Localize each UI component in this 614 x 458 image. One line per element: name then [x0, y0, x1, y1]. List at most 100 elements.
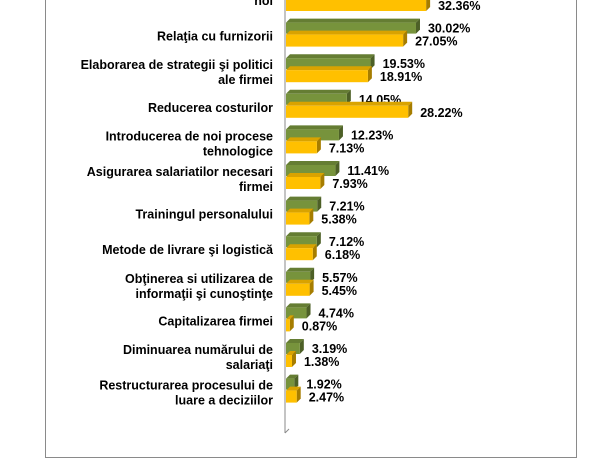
category-label: Asigurarea salariatilor necesari firmei	[87, 165, 273, 194]
bar-green	[286, 58, 371, 70]
bar-top	[286, 315, 294, 320]
bar-green	[286, 271, 311, 283]
bar-green	[286, 93, 347, 105]
bar-top	[286, 196, 322, 201]
category-label: noi	[254, 0, 273, 8]
data-label: 0.87%	[302, 319, 337, 333]
bar-yellow	[286, 105, 409, 118]
data-label: 1.92%	[306, 378, 341, 392]
bar-yellow	[286, 283, 310, 296]
data-label: 27.05%	[415, 35, 457, 49]
data-label: 12.23%	[351, 128, 393, 142]
bar-top	[286, 279, 314, 284]
bar-side	[309, 208, 314, 225]
bar-yellow	[286, 390, 297, 403]
data-label: 6.18%	[325, 248, 360, 262]
bar-top	[286, 18, 420, 23]
bar-side	[296, 386, 301, 403]
bar-side	[294, 374, 299, 390]
bar-green	[286, 236, 317, 248]
data-label: 18.91%	[380, 70, 422, 84]
category-label: Restructurarea procesului de luare a deci…	[99, 379, 273, 408]
bar-side	[289, 315, 294, 332]
bar-green	[286, 22, 416, 34]
bar-side	[403, 30, 408, 47]
bar-side	[370, 54, 375, 70]
bar-side	[320, 173, 325, 189]
bar-top	[286, 173, 325, 177]
data-label: 5.57%	[322, 271, 357, 285]
bar-side	[310, 267, 315, 283]
bar-green	[286, 307, 307, 319]
category-label: Trainingul personalului	[135, 208, 273, 222]
bar-side	[408, 101, 413, 118]
bar-side	[291, 351, 296, 367]
category-label: Reducerea costurilor	[148, 101, 273, 115]
bar-yellow	[286, 34, 404, 47]
bar-side	[306, 303, 311, 319]
category-label: Metode de livrare şi logistică	[102, 243, 274, 257]
data-label: 11.41%	[347, 164, 389, 178]
data-label: 7.12%	[329, 235, 364, 249]
bar-top	[286, 137, 321, 142]
bar-top	[286, 244, 317, 249]
data-label: 5.38%	[321, 213, 356, 227]
bar-yellow	[286, 248, 313, 261]
bar-side	[426, 0, 431, 11]
bar-side	[317, 196, 322, 212]
data-label: 4.74%	[319, 306, 354, 320]
data-label: 28.22%	[420, 106, 462, 120]
bar-top	[286, 339, 304, 343]
bar-side	[415, 18, 420, 34]
data-label: 5.45%	[322, 284, 357, 298]
bar-side	[346, 89, 351, 105]
bar-green	[286, 165, 336, 176]
bar-side	[338, 125, 343, 141]
bar-top	[286, 161, 340, 165]
data-label: 30.02%	[428, 22, 470, 36]
bar-top	[286, 232, 321, 237]
data-label: 1.38%	[304, 355, 339, 369]
bar-top	[286, 66, 372, 71]
bar-top	[286, 101, 413, 106]
bar-yellow	[286, 70, 368, 83]
bar-yellow	[286, 0, 427, 11]
bar-top	[286, 54, 375, 59]
category-label: Introducerea de noi procese tehnologice	[106, 129, 273, 158]
bar-top	[286, 303, 311, 308]
bar-green	[286, 129, 339, 141]
bar-yellow	[286, 355, 292, 367]
category-label: Obţinerea si utilizarea de informaţii şi …	[125, 272, 273, 301]
bar-top	[286, 125, 343, 130]
data-label: 3.19%	[312, 342, 347, 356]
bar-side	[316, 232, 321, 248]
bar-green	[286, 343, 300, 354]
bar-top	[286, 374, 299, 379]
data-label: 7.93%	[332, 177, 367, 191]
data-label: 7.13%	[329, 141, 364, 155]
bar-side	[299, 339, 304, 354]
bar-top	[286, 351, 296, 355]
bar-side	[367, 66, 372, 83]
bar-top	[286, 30, 408, 35]
bar-top	[286, 386, 301, 391]
bar-green	[286, 200, 318, 212]
axis-floor-line	[284, 428, 290, 434]
bar-side	[309, 279, 314, 296]
data-label: 32.36%	[438, 0, 480, 13]
data-label: 2.47%	[309, 391, 344, 405]
bar-top	[286, 208, 314, 213]
category-label: Relaţia cu furnizorii	[157, 30, 273, 44]
bar-top	[286, 89, 351, 94]
data-label: 19.53%	[383, 57, 425, 71]
category-label: Elaborarea de strategii şi politici ale f…	[81, 58, 273, 87]
bar-yellow	[286, 319, 290, 332]
bar-yellow	[286, 177, 321, 189]
bar-side	[316, 137, 321, 154]
bar-side	[312, 244, 317, 261]
category-label: Capitalizarea firmei	[158, 314, 273, 328]
bar-top	[286, 267, 315, 272]
bar-yellow	[286, 141, 317, 154]
category-label: Diminuarea numărului de salariaţi	[123, 343, 273, 372]
